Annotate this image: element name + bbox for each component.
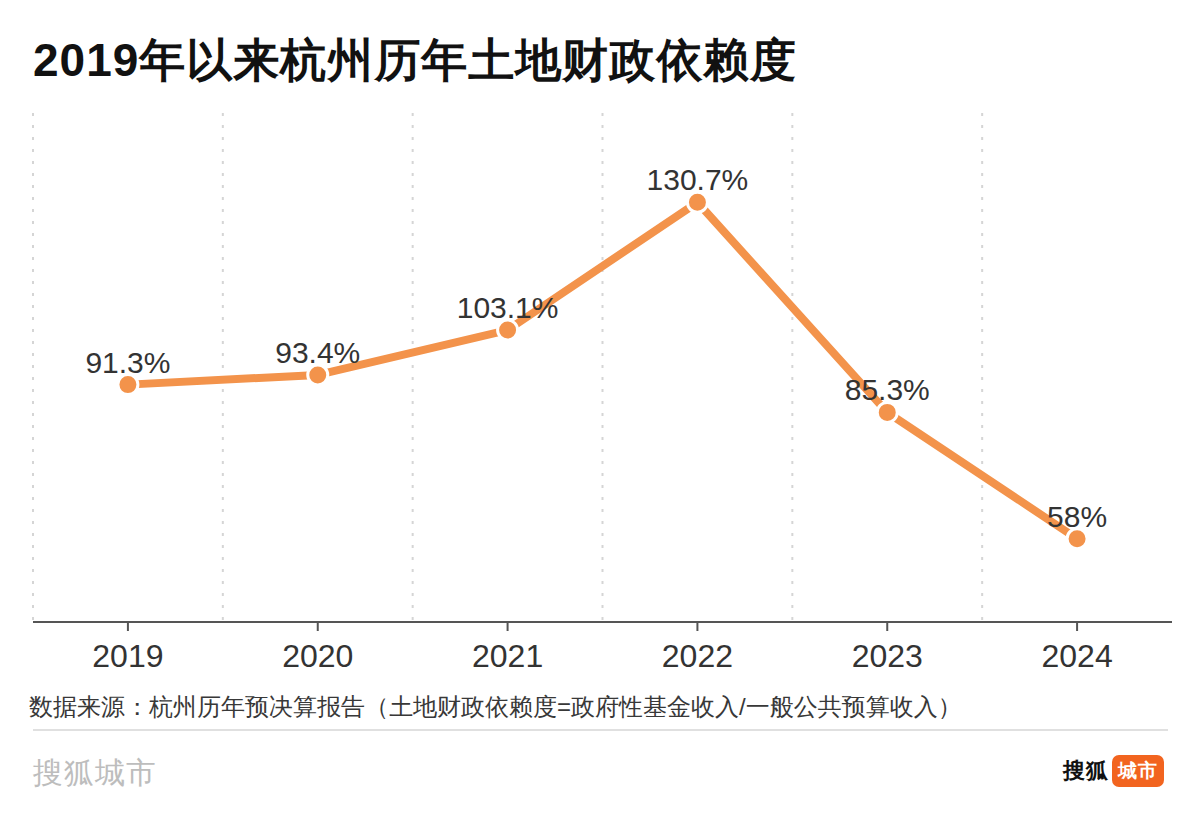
data-label: 103.1% [457, 291, 559, 324]
sohu-logo-badge: 城市 [1112, 755, 1164, 787]
data-label: 91.3% [85, 346, 170, 379]
x-axis-label: 2023 [852, 638, 923, 674]
x-axis-label: 2020 [282, 638, 353, 674]
sohu-logo: 搜狐 城市 [1063, 755, 1164, 787]
x-axis-label: 2021 [472, 638, 543, 674]
source-note: 数据来源：杭州历年预决算报告（土地财政依赖度=政府性基金收入/一般公共预算收入） [29, 691, 962, 723]
data-label: 58% [1047, 500, 1107, 533]
data-label: 85.3% [845, 373, 930, 406]
sohu-logo-text: 搜狐 [1063, 756, 1109, 786]
x-axis-label: 2024 [1041, 638, 1112, 674]
footer-divider [33, 729, 1168, 731]
x-axis-label: 2019 [92, 638, 163, 674]
page: 2019年以来杭州历年土地财政依赖度 201920202021202220232… [0, 0, 1200, 820]
data-label: 130.7% [647, 163, 749, 196]
data-label: 93.4% [275, 336, 360, 369]
line-chart: 2019 2020 2021 2022 2023 2024 91.3% 93.4% 103.1%… [0, 0, 1200, 690]
watermark-text: 搜狐城市 [33, 753, 157, 794]
series-line [128, 202, 1077, 538]
x-axis-label: 2022 [662, 638, 733, 674]
